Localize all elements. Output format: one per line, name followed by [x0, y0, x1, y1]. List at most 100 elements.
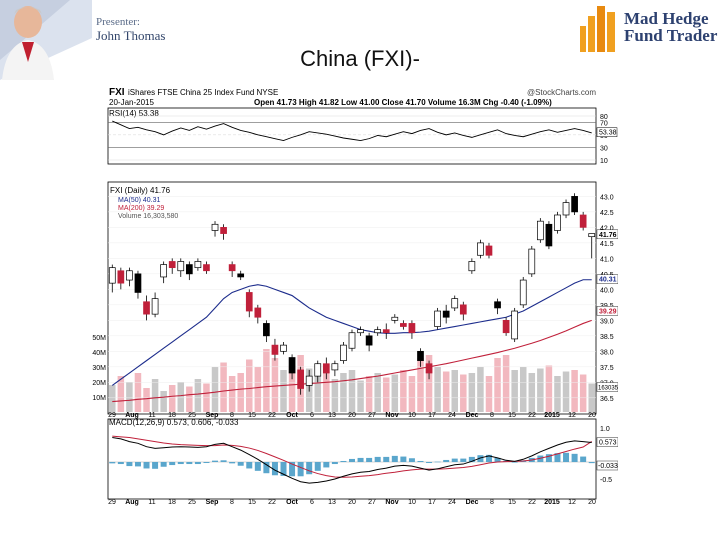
candle-body [579, 214, 587, 228]
volume-bar [117, 376, 125, 412]
x-axis-label: 13 [328, 412, 336, 419]
rsi-label: RSI(14) 53.38 [109, 109, 159, 118]
candle-body [502, 319, 510, 334]
macd-histogram-bar [117, 462, 124, 465]
macd-histogram-bar [109, 462, 116, 464]
macd-histogram-bar [152, 462, 159, 469]
volume-bar [160, 391, 167, 412]
volume-bar [263, 349, 270, 412]
chart-symbol: FXI [109, 87, 125, 98]
macd-hist-label: -0.033 [598, 463, 618, 470]
candle-body [554, 214, 561, 231]
macd-histogram-bar [554, 453, 561, 462]
candle-body [271, 344, 279, 355]
volume-bar [519, 367, 527, 412]
stock-chart-svg: FXI iShares FTSE China 25 Index Fund NYS… [88, 84, 625, 506]
slide-title: China (FXI)- [300, 46, 420, 71]
volume-value-label: 16303580 [598, 386, 618, 392]
rsi-line [112, 120, 592, 141]
chart-date: 20-Jan-2015 [109, 98, 154, 107]
volume-bar [391, 374, 399, 412]
candle-body [185, 264, 193, 275]
x-axis-label: 20 [588, 412, 596, 419]
candle-body [511, 310, 519, 340]
macd-x-axis-label: 13 [328, 499, 336, 506]
macd-x-axis-label: 20 [588, 499, 596, 506]
x-axis-label: 27 [368, 412, 376, 419]
macd-x-axis-label: 22 [528, 499, 536, 506]
volume-bar [382, 377, 390, 412]
volume-bar [177, 382, 185, 412]
x-axis-label: 2015 [544, 412, 560, 419]
candle-body [211, 223, 219, 231]
macd-x-axis-label: 11 [148, 499, 155, 506]
macd-histogram-bar [511, 462, 518, 463]
candle-body [545, 223, 553, 247]
volume-bar [246, 359, 253, 412]
macd-histogram-bar [323, 462, 330, 468]
x-axis-label: 15 [508, 412, 516, 419]
candle-body [322, 363, 330, 374]
x-axis-label: 22 [528, 412, 536, 419]
chart-header: iShares FTSE China 25 Index Fund NYSE [128, 88, 278, 97]
price-tick-label: 38.5 [600, 334, 614, 341]
volume-bar [537, 368, 544, 412]
macd-histogram-bar [408, 458, 415, 462]
macd-histogram-bar [417, 460, 424, 462]
macd-x-axis-label: 22 [268, 499, 276, 506]
candle-body [117, 270, 125, 284]
volume-bar [194, 379, 202, 412]
candle-body [228, 264, 236, 272]
macd-x-axis-label: Oct [286, 499, 298, 506]
macd-x-axis-label: Aug [125, 499, 139, 506]
volume-bar [331, 379, 339, 412]
macd-histogram-bar [237, 462, 244, 466]
x-axis-label: 12 [568, 412, 576, 419]
volume-bar [374, 373, 381, 412]
price-legend-title: FXI (Daily) 41.76 [110, 186, 171, 195]
volume-bar [511, 370, 518, 412]
volume-bar [400, 370, 407, 412]
candle-body [194, 261, 202, 269]
presenter-label: Presenter: [96, 16, 140, 28]
macd-x-axis-label: 2015 [544, 499, 560, 506]
x-axis-label: Nov [385, 412, 398, 419]
volume-bar [554, 376, 561, 412]
volume-bar [562, 371, 570, 412]
candle-body [331, 363, 339, 371]
x-axis-label: 11 [148, 412, 155, 419]
candle-body [537, 220, 544, 241]
x-axis-label: 29 [108, 412, 116, 419]
price-tick-label: 43.0 [600, 194, 614, 201]
macd-histogram-bar [280, 462, 287, 476]
macd-x-axis-label: 15 [248, 499, 256, 506]
candle-body [391, 316, 399, 321]
volume-bar [288, 365, 296, 412]
macd-line [112, 437, 592, 484]
macd-histogram-bar [160, 462, 167, 467]
x-axis-label: 25 [188, 412, 196, 419]
volume-bar [237, 373, 244, 412]
macd-histogram-bar [434, 461, 441, 463]
candle-body [168, 261, 176, 269]
macd-histogram-bar [588, 462, 595, 464]
macd-x-axis-label: Nov [385, 499, 398, 506]
volume-bar [425, 355, 433, 412]
volume-tick-label: 40M [92, 350, 106, 357]
candle-body [468, 261, 476, 272]
x-axis-label: 6 [310, 412, 314, 419]
candle-body [237, 273, 245, 278]
candle-body [134, 273, 142, 293]
x-axis-label: 17 [428, 412, 436, 419]
candle-body [519, 279, 527, 306]
volume-bar [528, 373, 536, 412]
price-tick-label: 36.5 [600, 396, 614, 403]
macd-tick-label: 1.0 [600, 426, 610, 433]
candle-body [143, 301, 150, 315]
rsi-tick-label: 70 [600, 120, 608, 127]
macd-x-axis-label: 24 [448, 499, 456, 506]
macd-histogram-bar [186, 462, 193, 465]
ma50-value-label: 40.31 [599, 277, 617, 284]
volume-bar [323, 371, 330, 412]
stock-chart: FXI iShares FTSE China 25 Index Fund NYS… [88, 84, 625, 506]
